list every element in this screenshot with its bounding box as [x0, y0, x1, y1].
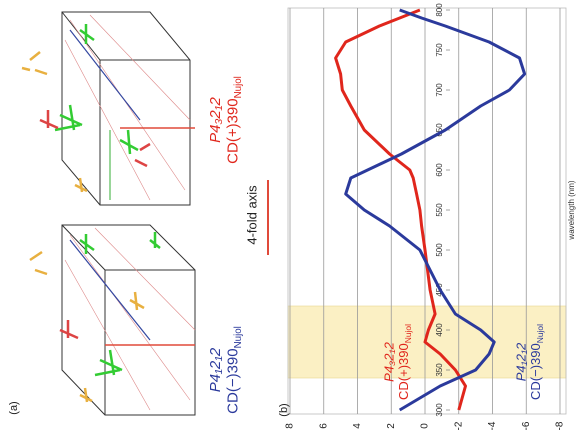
cd-subscript: Nujol — [535, 324, 545, 343]
x-tick-label: 800 — [435, 3, 444, 17]
space-group: P4₃2₁2 — [381, 341, 396, 381]
panel-label: (b) — [278, 403, 290, 416]
y-tick-label: 4 — [352, 423, 363, 429]
y-tick-label: 0 — [420, 423, 431, 429]
x-tick-label: 500 — [435, 243, 444, 257]
x-axis-label: wavelength (nm) — [567, 180, 576, 240]
x-tick-label: 350 — [435, 363, 444, 377]
panel-label: (a) — [8, 401, 20, 414]
figure: (a)P4₁2₁2CD(−)390NujolP4₃2₁2CD(+)390Nujo… — [0, 0, 585, 438]
y-tick-label: 2 — [386, 423, 397, 429]
cd-subscript: Nujol — [403, 324, 413, 343]
space-group: P4₁2₁2 — [513, 342, 528, 381]
x-tick-label: 700 — [435, 83, 444, 97]
cd-text: CD(−)390 — [528, 343, 543, 400]
cd-label: CD(+)390Nujol — [224, 76, 243, 164]
cd-text: CD(+)390 — [396, 343, 411, 400]
x-tick-label: 400 — [435, 323, 444, 337]
cd-text: CD(+)390 — [224, 98, 241, 163]
space-group: P4₁2₁2 — [207, 347, 224, 392]
axis-label: 4-fold axis — [244, 185, 259, 245]
space-group: P4₃2₁2 — [207, 96, 224, 142]
x-tick-label: 600 — [435, 163, 444, 177]
y-tick-label: 6 — [318, 423, 329, 429]
cd-subscript: Nujol — [232, 76, 243, 98]
y-tick-label: -6 — [521, 421, 532, 430]
x-tick-label: 300 — [435, 403, 444, 417]
cd-text: CD(−)390 — [224, 348, 241, 413]
x-tick-label: 750 — [435, 43, 444, 57]
y-tick-label: -2 — [453, 421, 464, 430]
cd-subscript: Nujol — [232, 326, 243, 348]
y-tick-label: -4 — [487, 421, 498, 430]
y-tick-label: 8 — [285, 423, 296, 429]
y-tick-label: -8 — [555, 421, 566, 430]
cd-label: CD(−)390Nujol — [224, 326, 243, 414]
x-tick-label: 550 — [435, 203, 444, 217]
